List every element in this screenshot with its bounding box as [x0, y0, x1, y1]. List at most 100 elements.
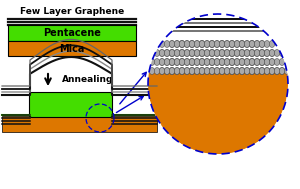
Ellipse shape [164, 67, 170, 74]
Ellipse shape [199, 67, 205, 74]
Ellipse shape [164, 59, 170, 66]
Ellipse shape [159, 50, 165, 57]
Ellipse shape [274, 67, 280, 74]
Text: Annealing: Annealing [62, 75, 113, 84]
Ellipse shape [214, 59, 220, 66]
Ellipse shape [229, 59, 235, 66]
Ellipse shape [169, 50, 175, 57]
Ellipse shape [169, 40, 175, 47]
Ellipse shape [184, 59, 190, 66]
Ellipse shape [239, 40, 245, 47]
Ellipse shape [279, 59, 285, 66]
Ellipse shape [264, 50, 270, 57]
Bar [146, 30, 290, 36]
Ellipse shape [229, 40, 235, 47]
Ellipse shape [259, 59, 265, 66]
Ellipse shape [259, 40, 265, 47]
Ellipse shape [229, 67, 235, 74]
Ellipse shape [264, 67, 270, 74]
Ellipse shape [244, 59, 250, 66]
Bar [8, 41, 136, 56]
Ellipse shape [184, 67, 190, 74]
Ellipse shape [209, 59, 215, 66]
Ellipse shape [229, 67, 235, 74]
Ellipse shape [239, 50, 245, 57]
Ellipse shape [164, 59, 170, 66]
Ellipse shape [214, 40, 220, 47]
Text: Mica: Mica [59, 43, 85, 53]
Ellipse shape [209, 67, 215, 74]
Ellipse shape [229, 40, 235, 47]
Ellipse shape [209, 67, 215, 74]
Ellipse shape [274, 59, 280, 66]
Ellipse shape [239, 59, 245, 66]
Ellipse shape [189, 59, 195, 66]
Ellipse shape [264, 59, 270, 66]
Ellipse shape [189, 59, 195, 66]
Ellipse shape [214, 67, 220, 74]
Ellipse shape [224, 67, 230, 74]
Ellipse shape [254, 40, 260, 47]
Ellipse shape [269, 50, 275, 57]
Ellipse shape [279, 50, 285, 57]
Ellipse shape [199, 40, 205, 47]
Ellipse shape [209, 40, 215, 47]
Ellipse shape [259, 50, 265, 57]
Ellipse shape [249, 67, 255, 74]
Ellipse shape [214, 50, 220, 57]
Ellipse shape [214, 50, 220, 57]
Ellipse shape [209, 59, 215, 66]
Ellipse shape [184, 59, 190, 66]
Ellipse shape [244, 59, 250, 66]
Ellipse shape [194, 40, 200, 47]
Bar [146, 26, 290, 28]
Ellipse shape [199, 40, 205, 47]
Ellipse shape [199, 40, 205, 47]
Ellipse shape [189, 50, 195, 57]
Ellipse shape [219, 50, 225, 57]
Ellipse shape [189, 67, 195, 74]
Ellipse shape [269, 40, 275, 47]
Ellipse shape [264, 40, 270, 47]
Ellipse shape [249, 40, 255, 47]
Ellipse shape [244, 40, 250, 47]
Ellipse shape [169, 59, 175, 66]
Ellipse shape [209, 50, 215, 57]
FancyBboxPatch shape [29, 92, 113, 118]
Ellipse shape [189, 50, 195, 57]
Ellipse shape [174, 50, 180, 57]
Ellipse shape [164, 40, 170, 47]
Ellipse shape [189, 40, 195, 47]
Ellipse shape [204, 50, 210, 57]
Ellipse shape [174, 59, 180, 66]
Ellipse shape [249, 67, 255, 74]
Ellipse shape [249, 50, 255, 57]
Ellipse shape [269, 67, 275, 74]
Ellipse shape [179, 40, 185, 47]
Ellipse shape [254, 50, 260, 57]
Ellipse shape [229, 50, 235, 57]
Ellipse shape [259, 67, 265, 74]
Ellipse shape [229, 50, 235, 57]
Ellipse shape [159, 50, 165, 57]
Ellipse shape [219, 40, 225, 47]
Ellipse shape [164, 67, 170, 74]
Ellipse shape [179, 59, 185, 66]
Ellipse shape [239, 59, 245, 66]
Ellipse shape [224, 40, 230, 47]
Ellipse shape [269, 67, 275, 74]
Ellipse shape [224, 59, 230, 66]
Bar [146, 18, 290, 20]
Ellipse shape [174, 40, 180, 47]
Bar [146, 125, 290, 156]
Ellipse shape [184, 40, 190, 47]
Ellipse shape [174, 50, 180, 57]
Ellipse shape [204, 40, 210, 47]
Ellipse shape [179, 59, 185, 66]
Ellipse shape [194, 59, 200, 66]
Ellipse shape [194, 59, 200, 66]
Ellipse shape [214, 59, 220, 66]
Ellipse shape [199, 50, 205, 57]
Ellipse shape [199, 67, 205, 74]
Ellipse shape [259, 59, 265, 66]
